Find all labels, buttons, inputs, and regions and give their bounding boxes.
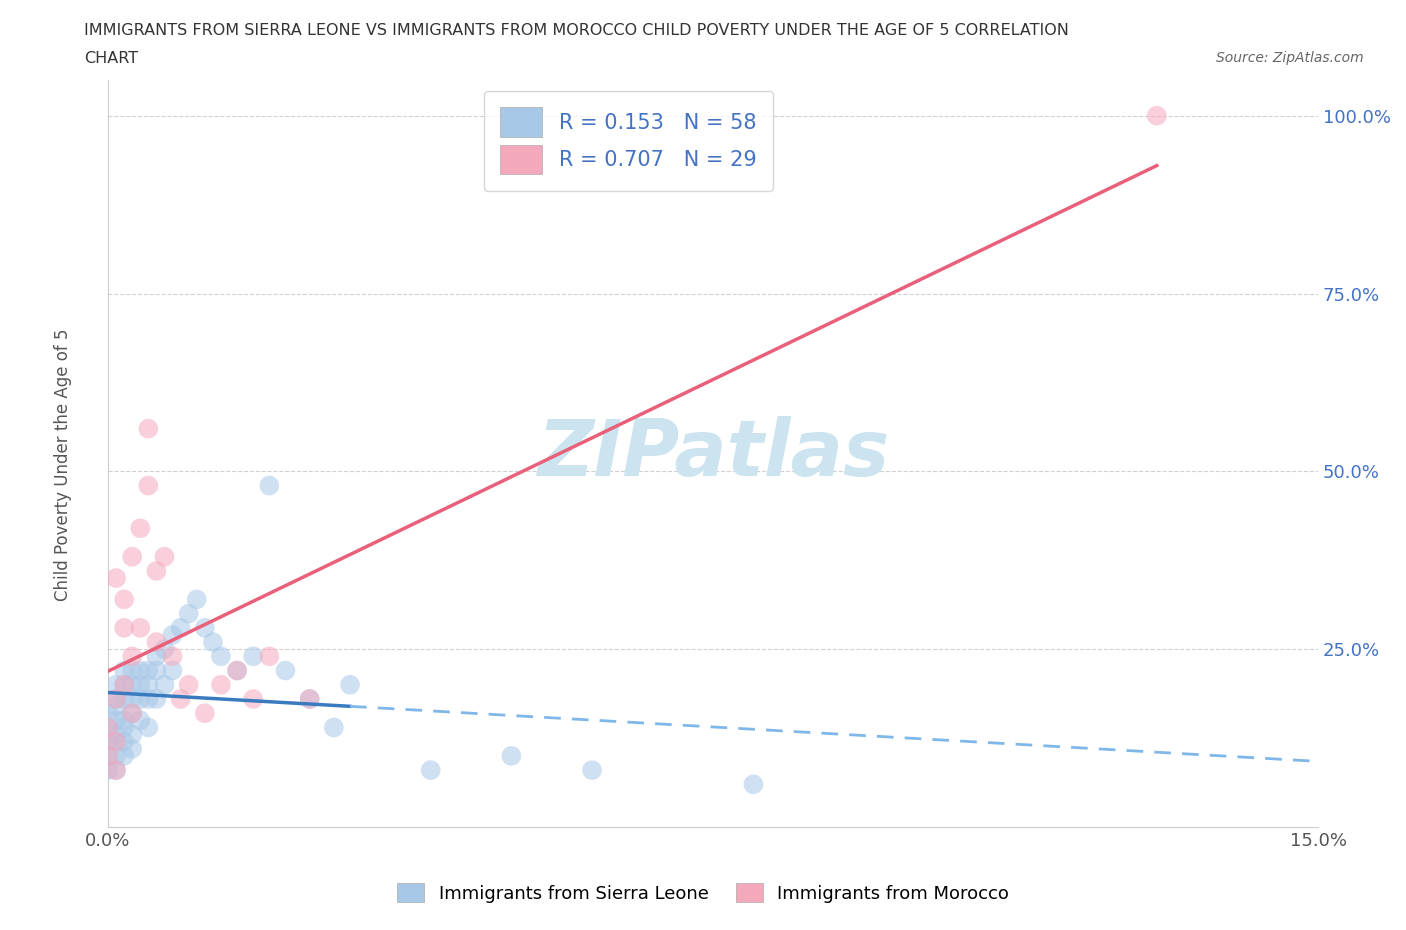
Point bbox=[145, 564, 167, 578]
Point bbox=[112, 677, 135, 692]
Point bbox=[105, 749, 128, 764]
Point bbox=[129, 692, 152, 707]
Point bbox=[322, 720, 344, 735]
Point bbox=[105, 571, 128, 586]
Point bbox=[97, 734, 120, 749]
Point bbox=[136, 478, 159, 493]
Point bbox=[242, 692, 264, 707]
Point bbox=[209, 649, 232, 664]
Point bbox=[129, 521, 152, 536]
Text: ZIPatlas: ZIPatlas bbox=[537, 416, 889, 492]
Point bbox=[105, 692, 128, 707]
Point bbox=[145, 692, 167, 707]
Point bbox=[581, 763, 603, 777]
Point bbox=[209, 677, 232, 692]
Point bbox=[105, 734, 128, 749]
Point bbox=[186, 592, 208, 607]
Legend: Immigrants from Sierra Leone, Immigrants from Morocco: Immigrants from Sierra Leone, Immigrants… bbox=[388, 874, 1018, 911]
Point bbox=[129, 713, 152, 728]
Point bbox=[112, 592, 135, 607]
Point bbox=[121, 706, 143, 721]
Point bbox=[339, 677, 361, 692]
Point bbox=[153, 550, 176, 565]
Point bbox=[97, 706, 120, 721]
Point bbox=[136, 720, 159, 735]
Point bbox=[136, 663, 159, 678]
Point bbox=[97, 763, 120, 777]
Point bbox=[162, 663, 184, 678]
Point bbox=[112, 720, 135, 735]
Point bbox=[129, 663, 152, 678]
Point bbox=[105, 727, 128, 742]
Point bbox=[177, 606, 200, 621]
Text: Child Poverty Under the Age of 5: Child Poverty Under the Age of 5 bbox=[55, 328, 72, 602]
Text: Source: ZipAtlas.com: Source: ZipAtlas.com bbox=[1216, 51, 1364, 65]
Point bbox=[169, 620, 191, 635]
Point bbox=[419, 763, 441, 777]
Point bbox=[112, 692, 135, 707]
Point bbox=[121, 663, 143, 678]
Text: CHART: CHART bbox=[84, 51, 138, 66]
Point bbox=[112, 713, 135, 728]
Point bbox=[105, 692, 128, 707]
Point bbox=[145, 649, 167, 664]
Point bbox=[298, 692, 321, 707]
Point bbox=[136, 421, 159, 436]
Point bbox=[105, 763, 128, 777]
Point bbox=[298, 692, 321, 707]
Point bbox=[145, 634, 167, 649]
Point bbox=[105, 763, 128, 777]
Point bbox=[162, 628, 184, 643]
Point bbox=[226, 663, 249, 678]
Legend: R = 0.153   N = 58, R = 0.707   N = 29: R = 0.153 N = 58, R = 0.707 N = 29 bbox=[484, 90, 773, 192]
Point bbox=[97, 749, 120, 764]
Point bbox=[112, 677, 135, 692]
Point bbox=[274, 663, 297, 678]
Point bbox=[112, 734, 135, 749]
Point bbox=[121, 550, 143, 565]
Point bbox=[226, 663, 249, 678]
Point bbox=[194, 706, 217, 721]
Point bbox=[153, 642, 176, 657]
Point bbox=[169, 692, 191, 707]
Point bbox=[136, 692, 159, 707]
Point bbox=[129, 677, 152, 692]
Point bbox=[501, 749, 523, 764]
Point bbox=[259, 649, 281, 664]
Point bbox=[242, 649, 264, 664]
Point bbox=[97, 720, 120, 735]
Point bbox=[112, 620, 135, 635]
Point bbox=[201, 634, 224, 649]
Point bbox=[121, 649, 143, 664]
Point bbox=[1146, 108, 1168, 123]
Point bbox=[105, 734, 128, 749]
Point bbox=[742, 777, 765, 791]
Point bbox=[121, 692, 143, 707]
Point bbox=[121, 706, 143, 721]
Point bbox=[112, 663, 135, 678]
Point bbox=[105, 713, 128, 728]
Point bbox=[97, 749, 120, 764]
Point bbox=[153, 677, 176, 692]
Point bbox=[136, 677, 159, 692]
Point bbox=[162, 649, 184, 664]
Point bbox=[194, 620, 217, 635]
Point bbox=[105, 698, 128, 713]
Text: IMMIGRANTS FROM SIERRA LEONE VS IMMIGRANTS FROM MOROCCO CHILD POVERTY UNDER THE : IMMIGRANTS FROM SIERRA LEONE VS IMMIGRAN… bbox=[84, 23, 1069, 38]
Point bbox=[112, 749, 135, 764]
Point bbox=[121, 741, 143, 756]
Point bbox=[121, 677, 143, 692]
Point bbox=[105, 677, 128, 692]
Point bbox=[259, 478, 281, 493]
Point bbox=[97, 720, 120, 735]
Point bbox=[177, 677, 200, 692]
Point bbox=[129, 620, 152, 635]
Point bbox=[145, 663, 167, 678]
Point bbox=[121, 727, 143, 742]
